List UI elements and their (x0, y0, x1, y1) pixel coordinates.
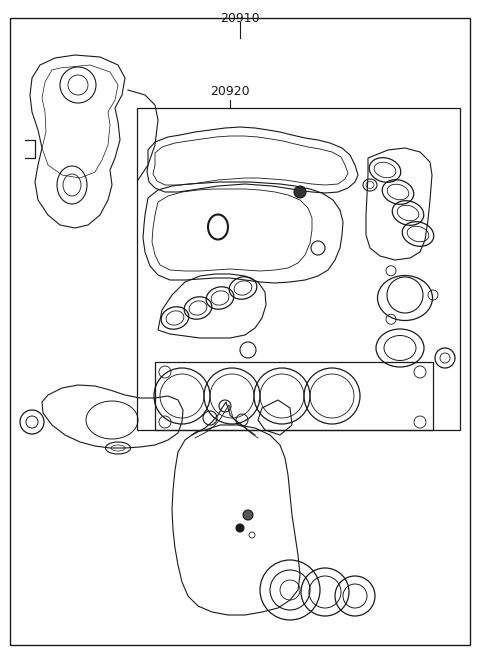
Bar (155, 362, 433, 430)
Text: 20910: 20910 (220, 12, 260, 25)
Circle shape (236, 524, 244, 532)
Circle shape (243, 510, 253, 520)
Bar (137, 108, 460, 430)
Text: 20920: 20920 (210, 85, 250, 98)
Circle shape (294, 186, 306, 198)
